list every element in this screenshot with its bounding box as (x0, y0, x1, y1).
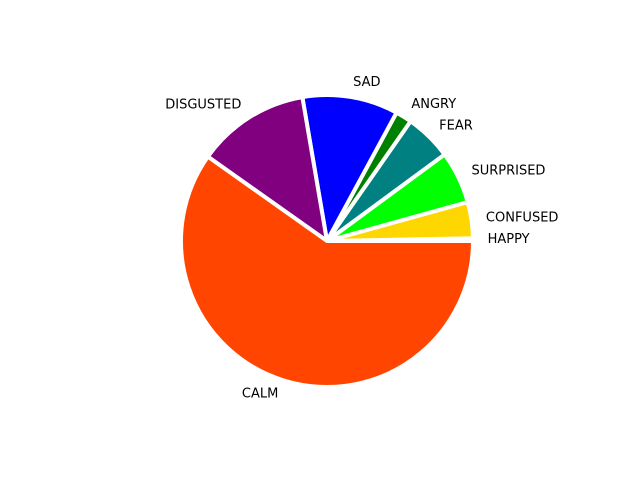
pie-slice-disgusted (205, 94, 330, 246)
slice-label-calm: CALM (242, 387, 278, 402)
slice-label-confused: CONFUSED (486, 210, 559, 225)
slice-label-fear: FEAR (439, 119, 473, 134)
pie-labels: HAPPY CONFUSED SURPRISED FEAR ANGRY SAD DISGUS… (165, 75, 558, 402)
pie-slices (179, 93, 476, 389)
slice-label-surprised: SURPRISED (471, 163, 545, 178)
pie-slice-sad (300, 93, 400, 248)
slice-label-angry: ANGRY (411, 97, 456, 112)
slice-label-happy: HAPPY (488, 232, 530, 247)
slice-label-disgusted: DISGUSTED (165, 98, 241, 113)
pie-slice-calm (179, 153, 476, 389)
slice-label-sad: SAD (353, 75, 380, 90)
